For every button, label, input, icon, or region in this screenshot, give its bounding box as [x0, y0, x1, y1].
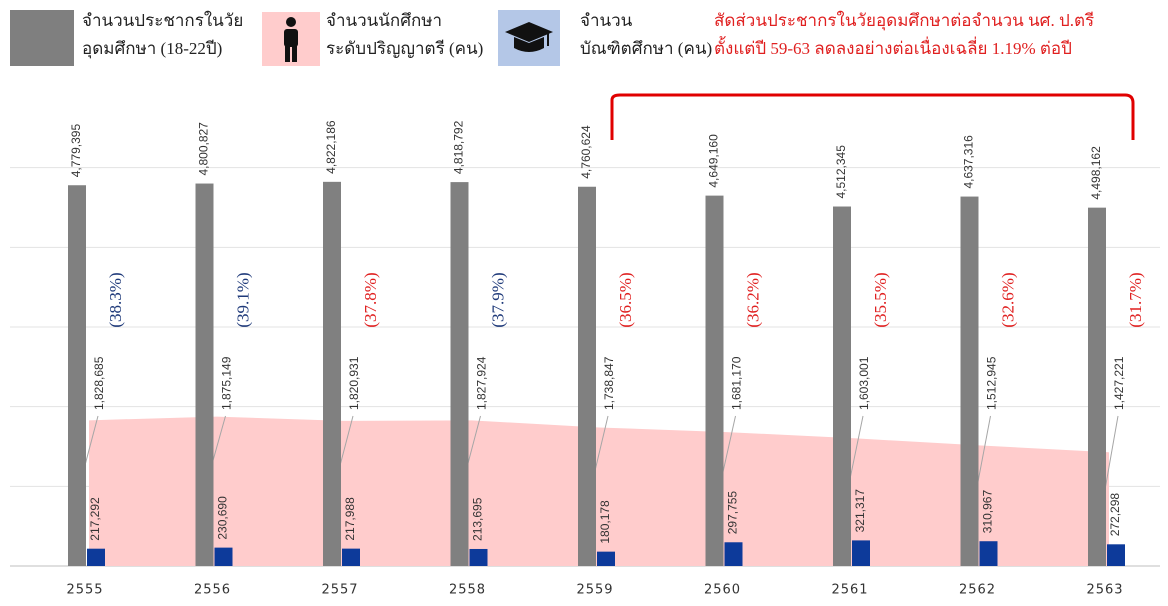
- x-tick-label: 2558: [449, 583, 486, 598]
- bar: [323, 181, 341, 566]
- cap-icon: [505, 22, 553, 52]
- annotation: ตั้งแต่ปี 59-63 ลดลงอย่างต่อเนื่องเฉลี่ย…: [714, 36, 1072, 58]
- bar: [724, 542, 743, 566]
- legend-swatch: [10, 10, 74, 66]
- ratio-label: (35.5%): [871, 272, 890, 327]
- x-tick-label: 2555: [66, 583, 103, 598]
- bar: [87, 548, 105, 566]
- value-label: 4,822,186: [324, 120, 338, 174]
- bar: [68, 185, 86, 567]
- value-label: 180,178: [598, 500, 612, 544]
- legend-label: บัณฑิตศึกษา (คน): [580, 39, 712, 58]
- area: [89, 416, 1109, 566]
- x-tick-label: 2559: [576, 583, 613, 598]
- ratio-label: (32.6%): [998, 272, 1017, 327]
- value-label: 4,800,827: [197, 122, 211, 176]
- value-label: 1,875,149: [220, 356, 234, 410]
- value-label: 1,827,924: [475, 356, 489, 410]
- ratio-label: (31.7%): [1126, 272, 1145, 327]
- bar: [597, 551, 615, 566]
- ratio-label: (38.3%): [106, 272, 125, 327]
- bar: [1107, 544, 1125, 566]
- value-label: 1,603,001: [857, 356, 871, 410]
- value-label: 1,427,221: [1112, 356, 1126, 410]
- x-tick-label: 2561: [831, 583, 868, 598]
- value-label: 4,498,162: [1089, 146, 1103, 200]
- bar: [1088, 207, 1106, 566]
- legend-label: จำนวนนักศึกษา: [326, 11, 442, 30]
- bar: [960, 196, 979, 566]
- bar: [578, 186, 596, 567]
- value-label: 217,292: [88, 497, 102, 541]
- value-label: 213,695: [471, 497, 485, 541]
- legend: จำนวนประชากรในวัย อุดมศึกษา (18-22ปี) จำ…: [10, 10, 712, 66]
- bracket: [610, 93, 1135, 140]
- annotation: สัดส่วนประชากรในวัยอุดมศึกษาต่อจำนวน นศ.…: [714, 10, 1094, 31]
- value-label: 4,649,160: [707, 134, 721, 188]
- value-label: 1,738,847: [602, 356, 616, 410]
- person-icon: [284, 17, 298, 62]
- value-label: 4,637,316: [962, 135, 976, 189]
- legend-label: ระดับปริญญาตรี (คน): [326, 39, 483, 58]
- x-tick-label: 2562: [959, 583, 996, 598]
- value-label: 217,988: [343, 497, 357, 541]
- x-tick-label: 2563: [1086, 583, 1123, 598]
- value-label: 297,755: [726, 491, 740, 535]
- ratio-label: (36.5%): [616, 272, 635, 327]
- value-label: 230,690: [216, 496, 230, 540]
- x-tick-label: 2556: [194, 583, 231, 598]
- value-label: 1,512,945: [985, 356, 999, 410]
- legend-label: จำนวน: [580, 11, 633, 30]
- ratio-label: (39.1%): [233, 272, 252, 327]
- ratio-label: (37.9%): [488, 272, 507, 327]
- bar: [214, 547, 233, 566]
- bar: [195, 183, 214, 566]
- bar: [852, 540, 870, 566]
- legend-label: จำนวนประชากรในวัย: [82, 10, 243, 30]
- bar: [979, 541, 998, 566]
- value-label: 1,828,685: [92, 356, 106, 410]
- value-label: 4,779,395: [69, 124, 83, 178]
- value-label: 4,818,792: [452, 120, 466, 174]
- ratio-label: (36.2%): [743, 272, 762, 327]
- value-label: 1,681,170: [730, 356, 744, 410]
- ratio-label: (37.8%): [361, 272, 380, 327]
- value-label: 310,967: [981, 490, 995, 534]
- legend-label: อุดมศึกษา (18-22ปี): [82, 39, 222, 59]
- value-label: 321,317: [853, 489, 867, 533]
- x-tick-label: 2557: [321, 583, 358, 598]
- bar: [705, 195, 724, 566]
- value-label: 272,298: [1108, 493, 1122, 537]
- bar: [469, 548, 488, 566]
- value-label: 4,512,345: [834, 145, 848, 199]
- value-label: 1,820,931: [347, 356, 361, 410]
- value-label: 4,760,624: [579, 125, 593, 179]
- bar: [450, 182, 469, 566]
- bar: [342, 548, 360, 566]
- bar: [833, 206, 851, 566]
- x-tick-label: 2560: [704, 583, 741, 598]
